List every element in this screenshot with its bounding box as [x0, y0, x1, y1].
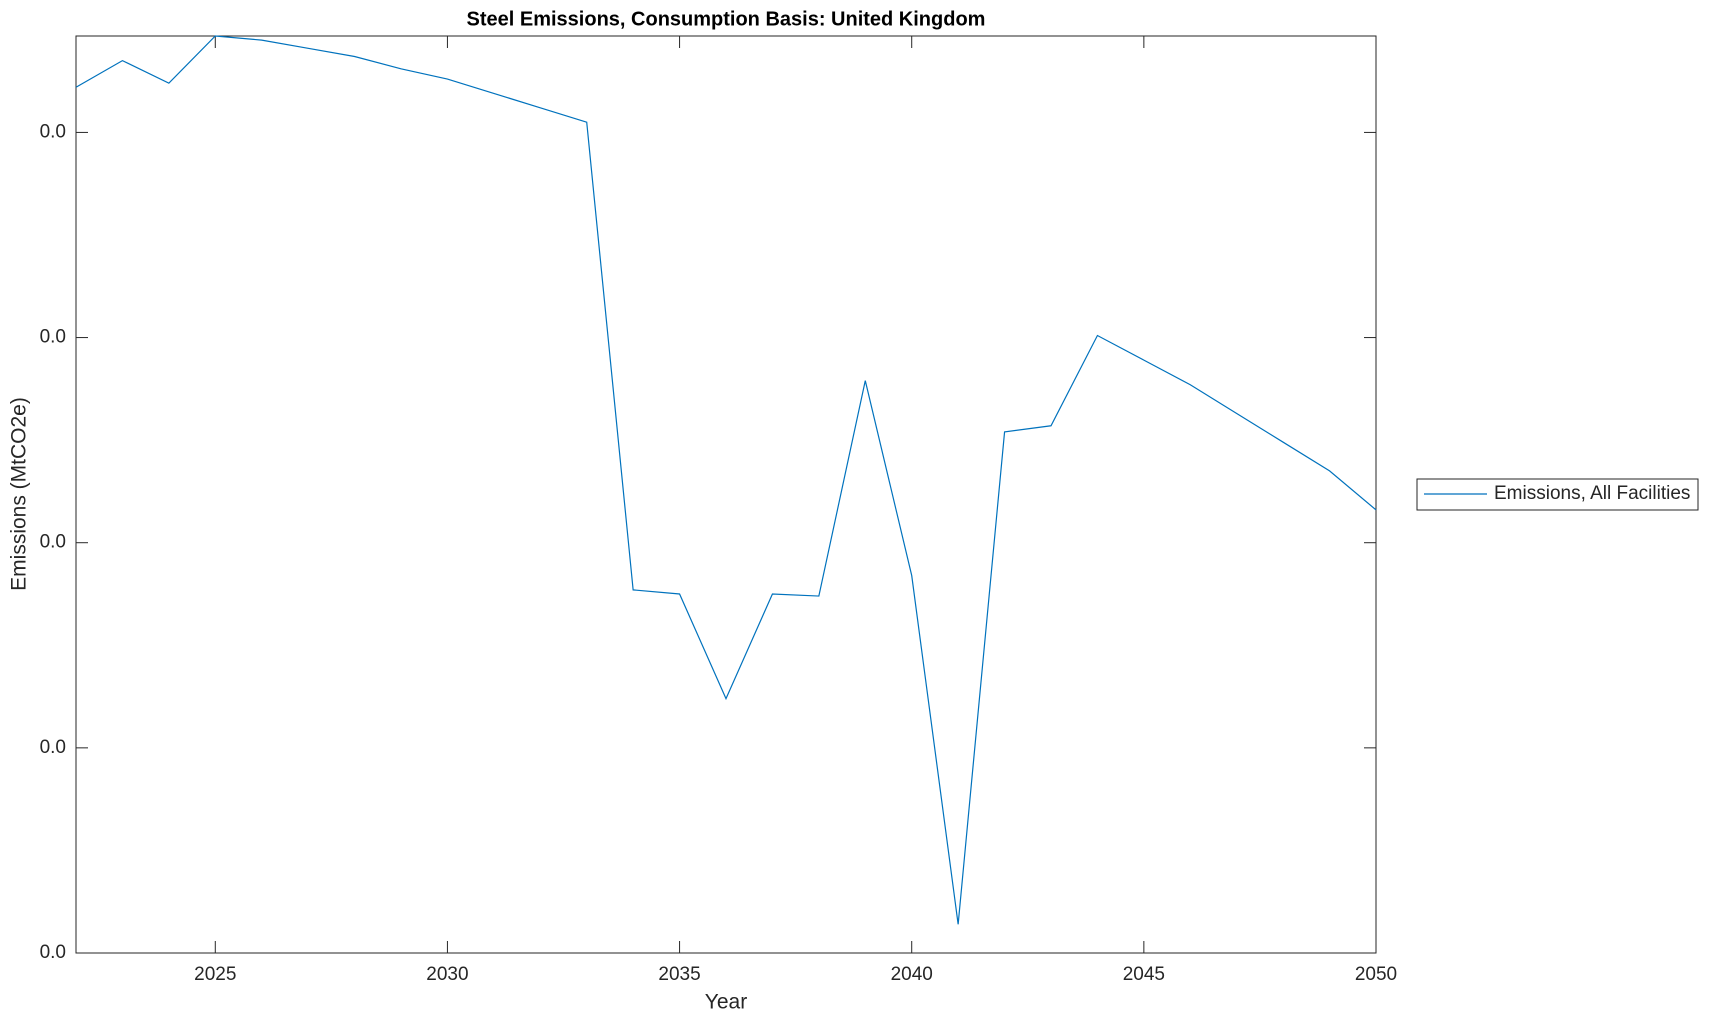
- x-tick-label: 2025: [194, 964, 236, 985]
- y-tick-label: 0.0: [40, 942, 66, 963]
- legend-label: Emissions, All Facilities: [1494, 483, 1690, 504]
- plot-area: [75, 35, 1377, 954]
- y-axis-label: Emissions (MtCO2e): [8, 397, 31, 591]
- x-tick-label: 2045: [1123, 964, 1165, 985]
- data-line: [75, 35, 1377, 925]
- x-tick-label: 2050: [1355, 964, 1397, 985]
- x-tick-label: 2035: [658, 964, 700, 985]
- y-tick-label: 0.0: [40, 737, 66, 758]
- chart-title: Steel Emissions, Consumption Basis: Unit…: [467, 8, 986, 30]
- x-tick-label: 2040: [891, 964, 933, 985]
- x-axis-label: Year: [705, 991, 747, 1014]
- y-tick-label: 0.0: [40, 121, 66, 142]
- y-tick-label: 0.0: [40, 532, 66, 553]
- y-tick-label: 0.0: [40, 327, 66, 348]
- x-tick-label: 2030: [426, 964, 468, 985]
